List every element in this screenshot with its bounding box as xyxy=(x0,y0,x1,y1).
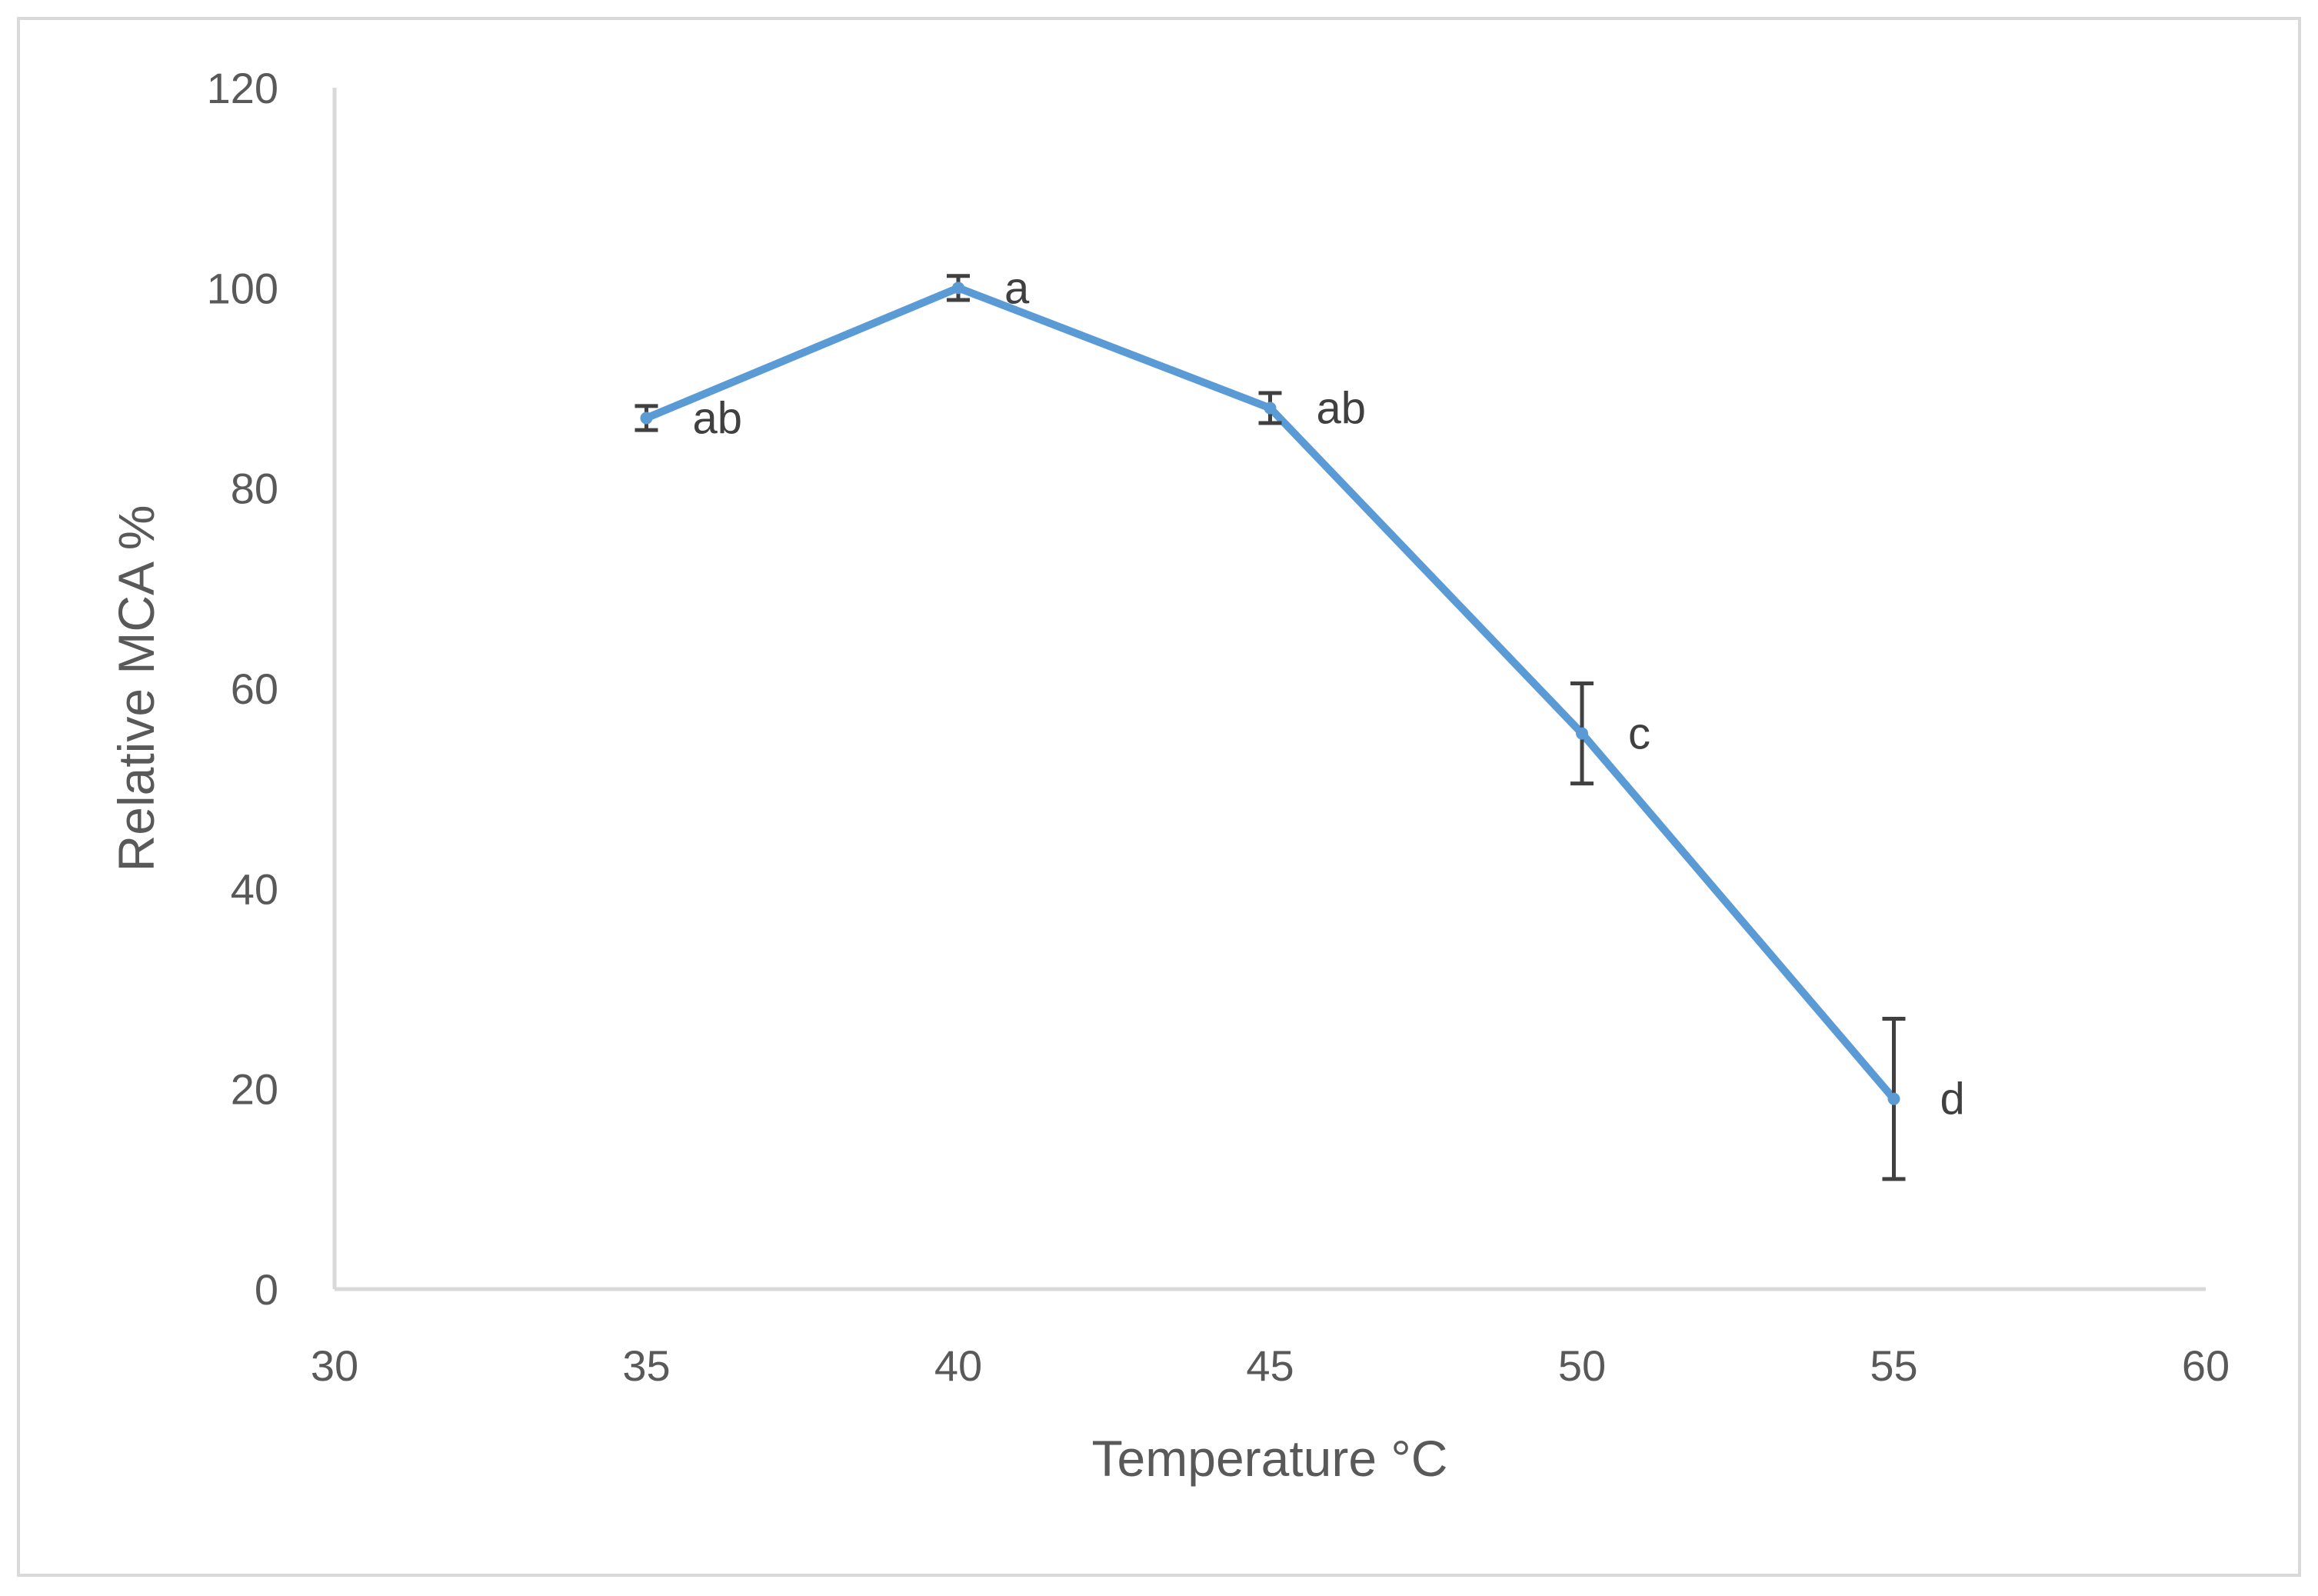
x-tick-label: 45 xyxy=(1246,1341,1294,1390)
y-tick-label: 80 xyxy=(231,465,278,513)
y-tick-label: 60 xyxy=(231,665,278,713)
x-tick-label: 50 xyxy=(1558,1341,1606,1390)
data-label: a xyxy=(1004,263,1030,313)
y-tick-label: 20 xyxy=(231,1065,278,1114)
y-tick-label: 0 xyxy=(255,1265,278,1314)
y-tick-label: 40 xyxy=(231,865,278,913)
axes xyxy=(332,88,2206,1291)
data-points xyxy=(640,282,1900,1105)
data-label: ab xyxy=(693,394,743,444)
data-label: d xyxy=(1940,1075,1965,1125)
chart-frame xyxy=(17,17,2301,1577)
data-point xyxy=(952,282,964,295)
data-point xyxy=(640,411,653,425)
x-tick-labels: 30 35 40 45 50 55 60 xyxy=(311,1341,2230,1390)
data-label: ab xyxy=(1317,384,1367,434)
x-tick-label: 40 xyxy=(934,1341,982,1390)
data-labels: ab a ab c d xyxy=(693,263,1965,1124)
x-tick-label: 30 xyxy=(311,1341,358,1390)
data-label: c xyxy=(1628,709,1650,759)
data-point xyxy=(1264,401,1277,415)
y-tick-label: 100 xyxy=(207,264,278,312)
x-tick-label: 55 xyxy=(1870,1341,1917,1390)
data-point xyxy=(1576,727,1588,740)
x-tick-label: 35 xyxy=(622,1341,670,1390)
data-point xyxy=(1887,1092,1900,1105)
y-tick-labels: 0 20 40 60 80 100 120 xyxy=(207,64,278,1314)
x-tick-label: 60 xyxy=(2182,1341,2230,1390)
x-axis-title: Temperature °C xyxy=(1092,1430,1448,1487)
y-tick-label: 120 xyxy=(207,64,278,112)
y-axis-title: Relative MCA % xyxy=(108,505,165,872)
